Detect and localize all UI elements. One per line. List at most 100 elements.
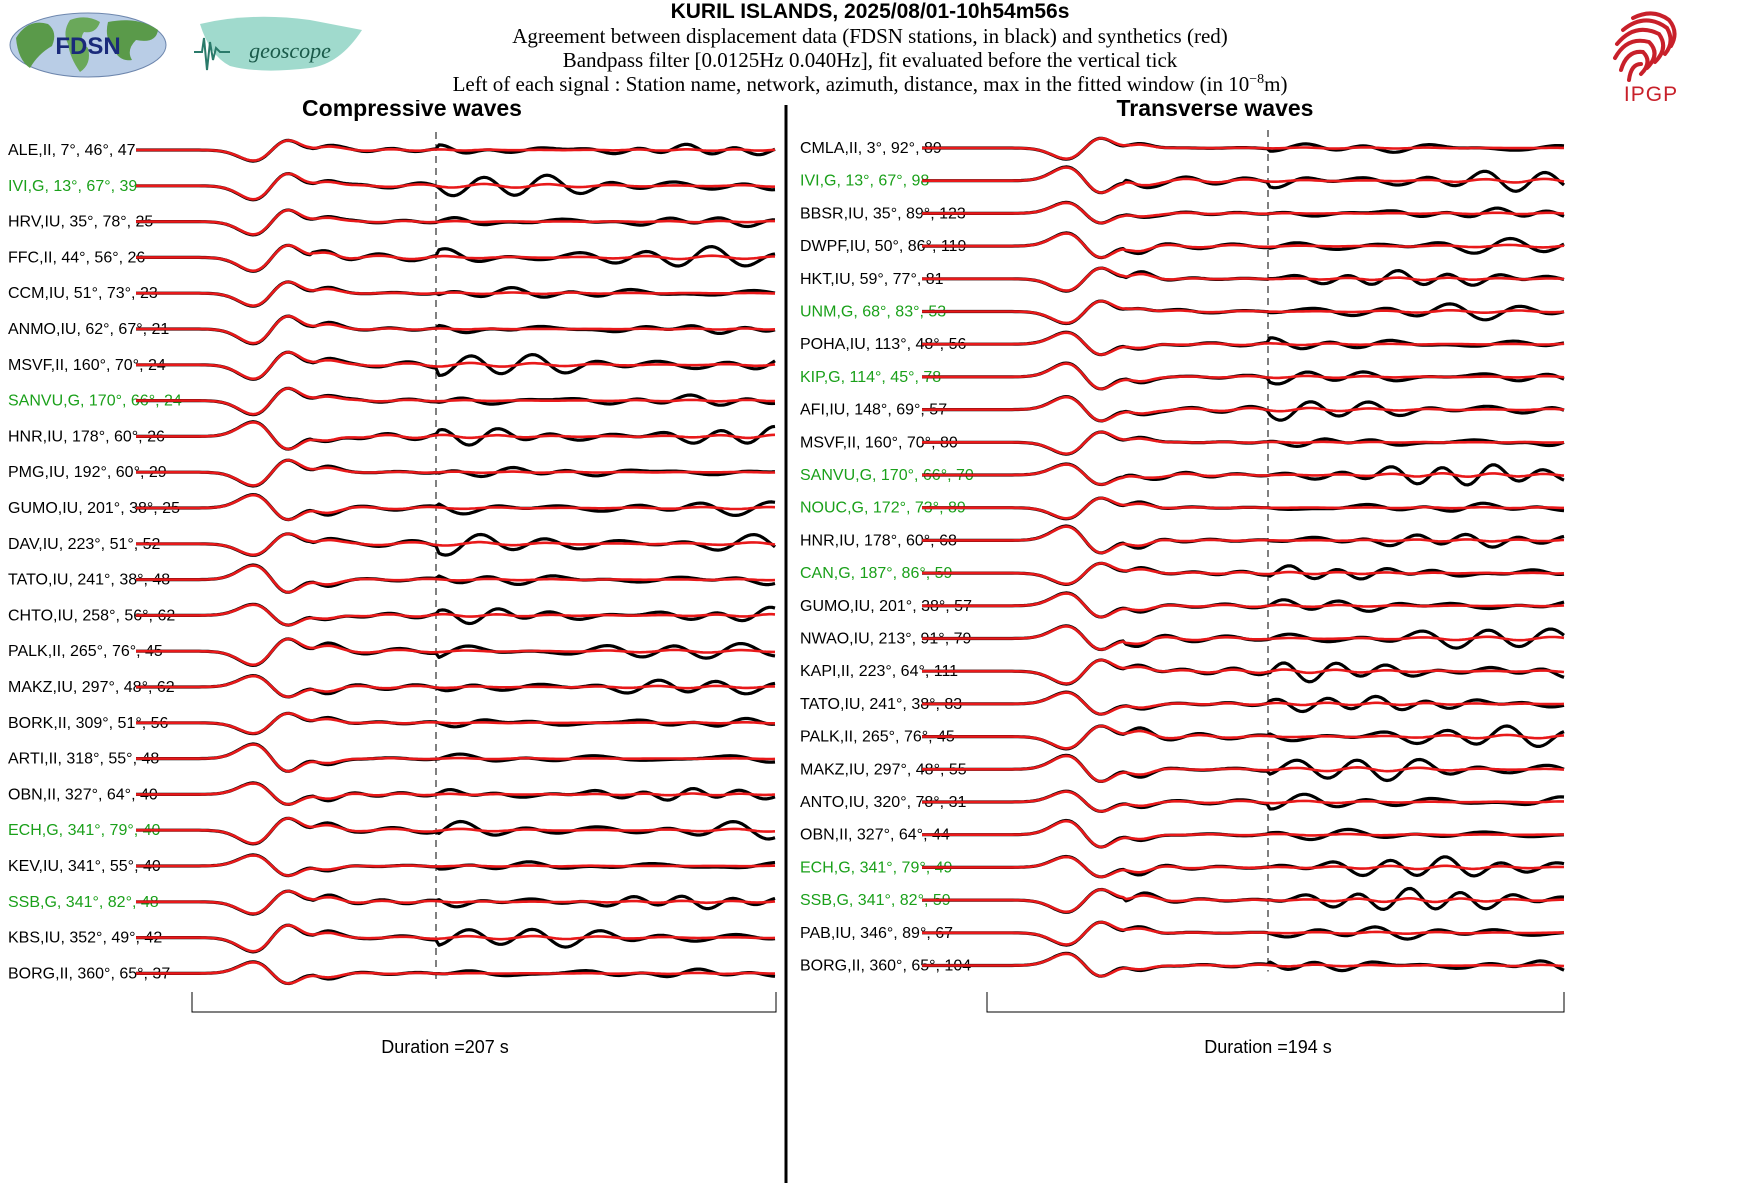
subtitle-data-description: Agreement between displacement data (FDS… bbox=[512, 24, 1228, 48]
synthetic-trace bbox=[136, 889, 776, 915]
synthetic-trace bbox=[922, 790, 1564, 813]
station-trace: HRV,IU, 35°, 78°, 25 bbox=[8, 208, 776, 237]
station-label: ECH,G, 341°, 79°, 49 bbox=[800, 859, 953, 876]
station-trace: SANVU,G, 170°, 66°, 24 bbox=[8, 386, 776, 417]
panel-title: Compressive waves bbox=[302, 100, 522, 121]
synthetic-trace bbox=[922, 362, 1565, 391]
synthetic-trace bbox=[136, 208, 775, 236]
station-label: AFI,IU, 148°, 69°, 57 bbox=[800, 402, 947, 419]
synthetic-trace bbox=[136, 172, 775, 201]
station-label: MSVF,II, 160°, 70°, 24 bbox=[8, 357, 166, 374]
station-label: CMLA,II, 3°, 92°, 89 bbox=[800, 140, 942, 157]
synthetic-trace bbox=[922, 395, 1565, 423]
station-label: BBSR,IU, 35°, 89°, 123 bbox=[800, 205, 966, 222]
synthetic-trace bbox=[136, 493, 776, 521]
station-label: GUMO,IU, 201°, 38°, 25 bbox=[8, 500, 180, 517]
station-label: PALK,II, 265°, 76°, 45 bbox=[800, 729, 955, 746]
station-label: SSB,G, 341°, 82°, 48 bbox=[8, 894, 159, 911]
station-trace: MAKZ,IU, 297°, 48°, 55 bbox=[800, 753, 1565, 784]
subtitle-exponent: −8 bbox=[1249, 72, 1265, 87]
synthetic-trace bbox=[922, 920, 1564, 946]
synthetic-trace bbox=[922, 819, 1564, 849]
station-label: TATO,IU, 241°, 38°, 83 bbox=[800, 696, 962, 713]
station-trace: OBN,II, 327°, 64°, 44 bbox=[800, 818, 1565, 849]
station-trace: KIP,G, 114°, 45°, 78 bbox=[800, 361, 1565, 391]
station-trace: ANTO,IU, 320°, 78°, 31 bbox=[800, 789, 1565, 814]
station-trace: NWAO,IU, 213°, 91°, 79 bbox=[800, 624, 1565, 652]
station-trace: HNR,IU, 178°, 60°, 26 bbox=[8, 420, 776, 451]
synthetic-trace bbox=[922, 430, 1565, 456]
panel-title: Transverse waves bbox=[1117, 100, 1314, 121]
station-trace: NOUC,G, 172°, 73°, 89 bbox=[800, 496, 1565, 521]
station-trace: OBN,II, 327°, 64°, 40 bbox=[8, 781, 776, 807]
duration-label: Duration =194 s bbox=[1204, 1037, 1332, 1057]
station-label: MAKZ,IU, 297°, 48°, 55 bbox=[800, 761, 967, 778]
station-trace: PALK,II, 265°, 76°, 45 bbox=[8, 637, 776, 668]
synthetic-trace bbox=[922, 299, 1565, 325]
station-trace: TATO,IU, 241°, 38°, 83 bbox=[800, 690, 1565, 716]
station-label: UNM,G, 68°, 83°, 53 bbox=[800, 304, 946, 321]
subtitle-label-legend: Left of each signal : Station name, netw… bbox=[0, 72, 1740, 97]
synthetic-trace bbox=[922, 754, 1565, 783]
station-trace: PALK,II, 265°, 76°, 45 bbox=[800, 724, 1565, 751]
synthetic-trace bbox=[136, 139, 776, 162]
station-trace: UNM,G, 68°, 83°, 53 bbox=[800, 299, 1565, 326]
station-label: ANMO,IU, 62°, 67°, 21 bbox=[8, 321, 169, 338]
synthetic-trace bbox=[922, 561, 1565, 586]
station-label: FFC,II, 44°, 56°, 26 bbox=[8, 249, 145, 266]
station-label: KAPI,II, 223°, 64°, 111 bbox=[800, 663, 958, 680]
station-trace: ALE,II, 7°, 46°, 47 bbox=[8, 138, 776, 163]
synthetic-trace bbox=[922, 952, 1565, 978]
duration-label: Duration =207 s bbox=[381, 1037, 509, 1057]
waveform-plot: Compressive waves ALE,II, 7°, 46°, 47 IVI,… bbox=[8, 100, 1566, 1183]
station-trace: TATO,IU, 241°, 38°, 48 bbox=[8, 563, 776, 594]
station-trace: ANMO,IU, 62°, 67°, 21 bbox=[8, 314, 776, 346]
station-trace: SSB,G, 341°, 82°, 48 bbox=[8, 889, 776, 916]
station-label: SANVU,G, 170°, 66°, 70 bbox=[800, 467, 974, 484]
station-label: CHTO,IU, 258°, 56°, 62 bbox=[8, 607, 175, 624]
ipgp-logo: IPGP bbox=[1613, 11, 1677, 106]
station-trace: CMLA,II, 3°, 92°, 89 bbox=[800, 136, 1565, 161]
synthetic-trace bbox=[136, 637, 775, 667]
station-trace: DAV,IU, 223°, 51°, 52 bbox=[8, 532, 776, 557]
station-label: PAB,IU, 346°, 89°, 67 bbox=[800, 925, 953, 942]
geoscope-logo-text: geoscope bbox=[249, 38, 331, 63]
station-label: PALK,II, 265°, 76°, 45 bbox=[8, 643, 163, 660]
synthetic-trace bbox=[922, 691, 1565, 716]
station-trace: BORG,II, 360°, 65°, 37 bbox=[8, 960, 776, 986]
station-trace: SSB,G, 341°, 82°, 59 bbox=[800, 886, 1565, 914]
synthetic-trace bbox=[136, 387, 775, 416]
synthetic-trace bbox=[922, 331, 1565, 356]
station-trace: ECH,G, 341°, 79°, 40 bbox=[8, 816, 776, 846]
synthetic-trace bbox=[136, 816, 776, 845]
synthetic-trace bbox=[136, 420, 776, 451]
synthetic-trace bbox=[136, 674, 775, 699]
station-label: TATO,IU, 241°, 38°, 48 bbox=[8, 572, 170, 589]
station-trace: KEV,IU, 341°, 55°, 40 bbox=[8, 853, 776, 878]
station-label: OBN,II, 327°, 64°, 44 bbox=[800, 827, 950, 844]
station-label: HRV,IU, 35°, 78°, 25 bbox=[8, 214, 153, 231]
subtitle-filter: Bandpass filter [0.0125Hz 0.040Hz], fit … bbox=[562, 48, 1178, 72]
station-trace: MSVF,II, 160°, 70°, 80 bbox=[800, 430, 1565, 456]
station-label: DWPF,IU, 50°, 86°, 119 bbox=[800, 238, 966, 255]
synthetic-trace bbox=[136, 854, 775, 877]
station-trace: FFC,II, 44°, 56°, 26 bbox=[8, 243, 776, 273]
geoscope-logo: geoscope bbox=[194, 16, 362, 71]
station-label: NOUC,G, 172°, 73°, 89 bbox=[800, 500, 966, 517]
station-label: ECH,G, 341°, 79°, 40 bbox=[8, 822, 161, 839]
station-trace: MAKZ,IU, 297°, 48°, 62 bbox=[8, 673, 776, 699]
subtitle-unit: m) bbox=[1264, 72, 1288, 96]
page-title: KURIL ISLANDS, 2025/08/01-10h54m56s bbox=[670, 0, 1070, 23]
station-label: KBS,IU, 352°, 49°, 42 bbox=[8, 930, 162, 947]
station-trace: BORK,II, 309°, 51°, 56 bbox=[8, 711, 776, 736]
station-trace: KAPI,II, 223°, 64°, 111 bbox=[800, 658, 1565, 686]
station-trace: CCM,IU, 51°, 73°, 23 bbox=[8, 280, 776, 308]
station-trace: BBSR,IU, 35°, 89°, 123 bbox=[800, 200, 1565, 225]
station-trace: HKT,IU, 59°, 77°, 81 bbox=[800, 266, 1565, 293]
synthetic-trace bbox=[136, 532, 776, 557]
station-label: KEV,IU, 341°, 55°, 40 bbox=[8, 858, 161, 875]
synthetic-trace bbox=[922, 166, 1565, 194]
synthetic-trace bbox=[922, 658, 1565, 685]
synthetic-trace bbox=[136, 743, 776, 773]
station-label: CAN,G, 187°, 86°, 59 bbox=[800, 565, 953, 582]
